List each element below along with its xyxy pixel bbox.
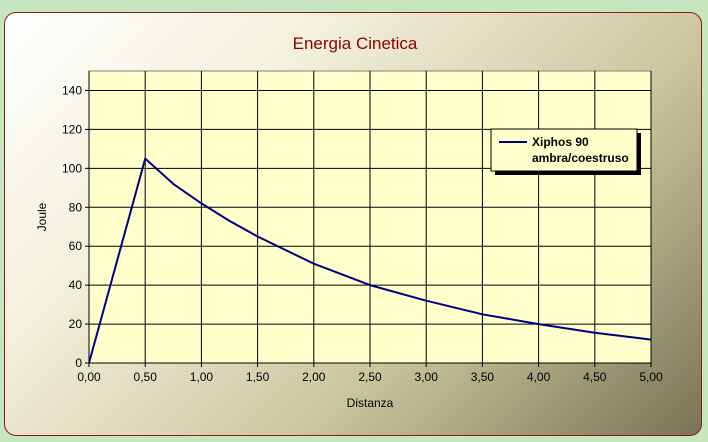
x-tick-label: 4,50 xyxy=(583,370,607,384)
y-tick-label: 80 xyxy=(69,200,83,214)
series-layer xyxy=(88,157,652,364)
x-tick-label: 4,00 xyxy=(527,370,551,384)
y-axis-title: Joule xyxy=(35,202,49,231)
axes xyxy=(85,71,652,367)
x-tick-label: 1,50 xyxy=(246,370,270,384)
chart-frame: Energia Cinetica 0,00 0,50 1,00 1,50 2,00 2,5… xyxy=(4,12,702,436)
x-tick-label: 2,00 xyxy=(302,370,326,384)
y-tick-label: 0 xyxy=(75,356,82,370)
legend-box xyxy=(490,128,638,172)
x-tick-label: 1,00 xyxy=(190,370,214,384)
legend-label-line-2: ambra/coestruso xyxy=(532,151,629,165)
x-tick-labels: 0,00 0,50 1,00 1,50 2,00 2,50 3,00 3,50 4,00 4,50… xyxy=(77,370,663,384)
x-tick-label: 0,00 xyxy=(77,370,101,384)
y-tick-label: 20 xyxy=(69,317,83,331)
x-tick-label: 2,50 xyxy=(358,370,382,384)
y-tick-label: 140 xyxy=(62,83,82,97)
legend-label-line-1: Xiphos 90 xyxy=(532,135,589,149)
x-tick-label: 3,50 xyxy=(471,370,495,384)
chart-svg: Energia Cinetica 0,00 0,50 1,00 1,50 2,00 2,5… xyxy=(35,34,663,410)
x-tick-label: 5,00 xyxy=(639,370,663,384)
y-tick-label: 100 xyxy=(62,161,82,175)
y-tick-label: 40 xyxy=(69,278,83,292)
y-tick-labels: 0 20 40 60 80 100 120 140 xyxy=(62,83,82,370)
x-tick-label: 3,00 xyxy=(415,370,439,384)
series-line xyxy=(88,157,652,364)
x-tick-label: 0,50 xyxy=(134,370,158,384)
x-axis-title: Distanza xyxy=(347,396,394,410)
y-tick-label: 60 xyxy=(69,239,83,253)
chart-title: Energia Cinetica xyxy=(293,34,418,53)
legend: Xiphos 90 ambra/coestruso xyxy=(490,128,641,175)
y-tick-label: 120 xyxy=(62,122,82,136)
